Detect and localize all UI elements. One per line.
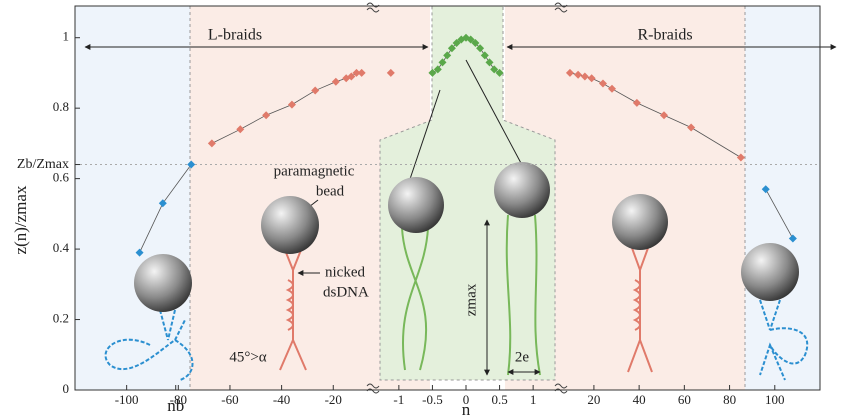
data-point (761, 185, 770, 194)
data-point (433, 65, 442, 74)
series-line (569, 72, 742, 158)
annotation: 2e (515, 349, 530, 365)
dna-twist (285, 279, 294, 331)
y-tick-label: 0 (63, 381, 70, 396)
x-tick-label: 80 (723, 392, 736, 407)
data-point (443, 51, 452, 60)
data-point (490, 65, 499, 74)
annotation: paramagnetic (274, 163, 355, 179)
x-tick-label: 100 (765, 392, 785, 407)
region-blue (745, 6, 820, 390)
data-point (331, 77, 340, 86)
data-point (352, 68, 361, 77)
y-tick-label: 0.4 (53, 240, 70, 255)
x-tick-label: 20 (587, 392, 600, 407)
bead (388, 177, 444, 233)
x-tick-label: 0 (463, 392, 470, 407)
bead (612, 194, 668, 250)
data-point (660, 111, 668, 120)
y-tick-label: 0.6 (53, 170, 70, 185)
x-tick-label: 40 (633, 392, 646, 407)
x-tick-label: 0.5 (491, 392, 507, 407)
data-point (386, 68, 395, 77)
y-tick-label: 0.8 (53, 99, 69, 114)
data-point (311, 86, 320, 95)
data-point (598, 79, 607, 88)
data-point (447, 44, 456, 53)
data-point (158, 199, 167, 208)
annotation: 45°>α (229, 349, 266, 365)
data-point (788, 234, 797, 243)
pointer (408, 89, 441, 183)
y-tick-label: 0.2 (53, 311, 69, 326)
y-axis-label: z(n)/zmax (11, 185, 30, 254)
x-tick-label: -20 (325, 392, 342, 407)
data-point (428, 68, 437, 77)
x-tick-label: -60 (221, 392, 238, 407)
x-tick-label: -1 (393, 392, 404, 407)
region-blue (75, 6, 190, 390)
bead (494, 162, 550, 218)
data-point (438, 58, 447, 67)
region-label: L-braids (208, 27, 262, 44)
data-point (632, 98, 641, 107)
data-point (736, 153, 745, 162)
annotation: zmax (463, 283, 479, 316)
plot-frame (74, 5, 821, 391)
bead (261, 196, 319, 254)
dna (401, 227, 429, 371)
data-point (262, 111, 271, 120)
bead (741, 243, 799, 301)
data-point (608, 84, 616, 93)
data-point (357, 68, 366, 77)
data-point (480, 51, 489, 60)
x-tick-label: 60 (678, 392, 691, 407)
dna (759, 299, 809, 381)
data-point (471, 38, 480, 47)
dna (505, 214, 541, 376)
backgrounds (75, 5, 820, 390)
data-point (347, 72, 356, 81)
region-label: R-braids (637, 27, 692, 44)
data-point (495, 68, 504, 77)
annotation: bead (316, 183, 345, 199)
data-point (187, 160, 196, 169)
data-point (687, 123, 696, 132)
y-tick-label: 1 (63, 29, 70, 44)
x-tick-label: -100 (115, 392, 139, 407)
series-line (211, 72, 362, 144)
data-point (476, 44, 485, 53)
bead (134, 254, 192, 312)
data-point (565, 68, 574, 77)
x-axis-label: n (462, 400, 471, 419)
x-tick-label: -80 (170, 392, 187, 407)
dna-twist (632, 279, 641, 331)
x-tick-label: nb (167, 396, 184, 415)
region-green (379, 5, 556, 381)
dna (104, 309, 194, 381)
y-tick-label: Zb/Zmax (17, 157, 69, 172)
data-point (287, 100, 296, 109)
data-point (135, 248, 144, 257)
x-tick-label: -40 (273, 392, 290, 407)
data-point (207, 139, 216, 148)
data-point (236, 125, 245, 134)
data-point (574, 70, 583, 79)
pointer (465, 59, 523, 166)
annotation: nicked (325, 264, 365, 280)
data-point (466, 35, 475, 44)
data-point (452, 38, 461, 47)
illustrations (84, 2, 837, 394)
data-point (485, 58, 494, 67)
data-point (587, 74, 596, 83)
x-tick-label: -0.5 (422, 392, 443, 407)
x-tick-label: 1 (530, 392, 537, 407)
annotation: dsDNA (323, 284, 369, 300)
axis-break (366, 2, 568, 394)
series-line (765, 188, 794, 239)
data-point (580, 72, 589, 81)
